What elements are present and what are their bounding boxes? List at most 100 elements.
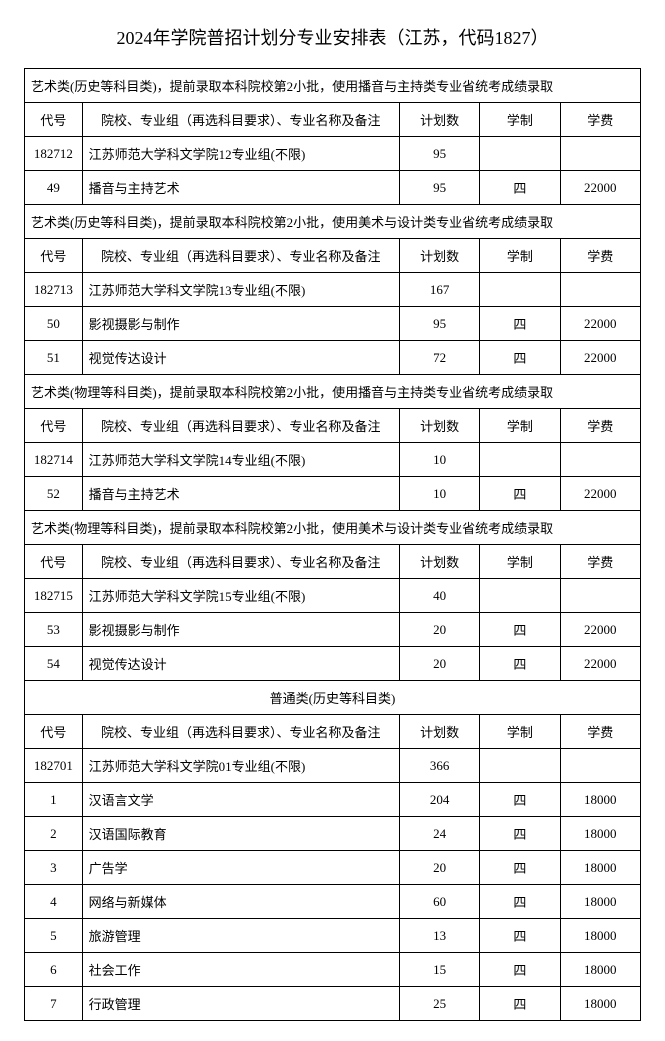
table-row: 50影视摄影与制作95四22000 bbox=[25, 307, 641, 341]
cell-plan: 15 bbox=[399, 953, 479, 987]
col-header-code: 代号 bbox=[25, 545, 83, 579]
cell-fee: 18000 bbox=[560, 817, 640, 851]
cell-code: 7 bbox=[25, 987, 83, 1021]
col-header-years: 学制 bbox=[480, 239, 560, 273]
cell-plan: 95 bbox=[399, 137, 479, 171]
cell-code: 6 bbox=[25, 953, 83, 987]
section-heading-row: 艺术类(历史等科目类)，提前录取本科院校第2小批，使用美术与设计类专业省统考成绩… bbox=[25, 205, 641, 239]
cell-fee: 22000 bbox=[560, 613, 640, 647]
col-header-name: 院校、专业组（再选科目要求）、专业名称及备注 bbox=[82, 103, 399, 137]
cell-name: 播音与主持艺术 bbox=[82, 171, 399, 205]
cell-fee: 22000 bbox=[560, 647, 640, 681]
cell-plan: 20 bbox=[399, 851, 479, 885]
cell-name: 网络与新媒体 bbox=[82, 885, 399, 919]
cell-years: 四 bbox=[480, 817, 560, 851]
cell-years: 四 bbox=[480, 171, 560, 205]
table-row: 182712江苏师范大学科文学院12专业组(不限)95 bbox=[25, 137, 641, 171]
cell-code: 53 bbox=[25, 613, 83, 647]
cell-years: 四 bbox=[480, 613, 560, 647]
table-header-row: 代号院校、专业组（再选科目要求）、专业名称及备注计划数学制学费 bbox=[25, 239, 641, 273]
cell-plan: 366 bbox=[399, 749, 479, 783]
cell-plan: 20 bbox=[399, 647, 479, 681]
cell-plan: 95 bbox=[399, 307, 479, 341]
table-row: 182714江苏师范大学科文学院14专业组(不限)10 bbox=[25, 443, 641, 477]
cell-name: 播音与主持艺术 bbox=[82, 477, 399, 511]
cell-code: 49 bbox=[25, 171, 83, 205]
col-header-years: 学制 bbox=[480, 545, 560, 579]
cell-plan: 95 bbox=[399, 171, 479, 205]
cell-name: 江苏师范大学科文学院01专业组(不限) bbox=[82, 749, 399, 783]
col-header-fee: 学费 bbox=[560, 103, 640, 137]
table-row: 3广告学20四18000 bbox=[25, 851, 641, 885]
cell-fee bbox=[560, 579, 640, 613]
col-header-plan: 计划数 bbox=[399, 239, 479, 273]
cell-years: 四 bbox=[480, 477, 560, 511]
cell-name: 江苏师范大学科文学院14专业组(不限) bbox=[82, 443, 399, 477]
section-heading: 普通类(历史等科目类) bbox=[25, 681, 641, 715]
section-heading: 艺术类(物理等科目类)，提前录取本科院校第2小批，使用播音与主持类专业省统考成绩… bbox=[25, 375, 641, 409]
table-row: 5旅游管理13四18000 bbox=[25, 919, 641, 953]
cell-years: 四 bbox=[480, 647, 560, 681]
cell-code: 52 bbox=[25, 477, 83, 511]
cell-fee: 22000 bbox=[560, 341, 640, 375]
table-row: 6社会工作15四18000 bbox=[25, 953, 641, 987]
cell-name: 视觉传达设计 bbox=[82, 647, 399, 681]
cell-name: 汉语国际教育 bbox=[82, 817, 399, 851]
cell-years: 四 bbox=[480, 953, 560, 987]
table-row: 2汉语国际教育24四18000 bbox=[25, 817, 641, 851]
cell-name: 江苏师范大学科文学院12专业组(不限) bbox=[82, 137, 399, 171]
table-row: 4网络与新媒体60四18000 bbox=[25, 885, 641, 919]
table-row: 182713江苏师范大学科文学院13专业组(不限)167 bbox=[25, 273, 641, 307]
table-row: 53影视摄影与制作20四22000 bbox=[25, 613, 641, 647]
cell-fee bbox=[560, 137, 640, 171]
cell-years bbox=[480, 443, 560, 477]
section-heading: 艺术类(历史等科目类)，提前录取本科院校第2小批，使用美术与设计类专业省统考成绩… bbox=[25, 205, 641, 239]
cell-fee bbox=[560, 749, 640, 783]
cell-fee: 18000 bbox=[560, 987, 640, 1021]
section-heading-row: 普通类(历史等科目类) bbox=[25, 681, 641, 715]
cell-plan: 204 bbox=[399, 783, 479, 817]
cell-plan: 20 bbox=[399, 613, 479, 647]
cell-plan: 60 bbox=[399, 885, 479, 919]
cell-fee bbox=[560, 273, 640, 307]
cell-name: 江苏师范大学科文学院15专业组(不限) bbox=[82, 579, 399, 613]
table-row: 49播音与主持艺术95四22000 bbox=[25, 171, 641, 205]
table-row: 182715江苏师范大学科文学院15专业组(不限)40 bbox=[25, 579, 641, 613]
cell-plan: 10 bbox=[399, 443, 479, 477]
cell-fee: 22000 bbox=[560, 307, 640, 341]
table-header-row: 代号院校、专业组（再选科目要求）、专业名称及备注计划数学制学费 bbox=[25, 409, 641, 443]
cell-fee: 18000 bbox=[560, 919, 640, 953]
cell-years bbox=[480, 273, 560, 307]
cell-fee: 18000 bbox=[560, 885, 640, 919]
cell-code: 51 bbox=[25, 341, 83, 375]
cell-years: 四 bbox=[480, 783, 560, 817]
col-header-years: 学制 bbox=[480, 409, 560, 443]
col-header-code: 代号 bbox=[25, 715, 83, 749]
col-header-plan: 计划数 bbox=[399, 103, 479, 137]
cell-code: 1 bbox=[25, 783, 83, 817]
cell-years bbox=[480, 749, 560, 783]
plan-table: 艺术类(历史等科目类)，提前录取本科院校第2小批，使用播音与主持类专业省统考成绩… bbox=[24, 68, 641, 1021]
section-heading-row: 艺术类(历史等科目类)，提前录取本科院校第2小批，使用播音与主持类专业省统考成绩… bbox=[25, 69, 641, 103]
cell-years bbox=[480, 137, 560, 171]
cell-fee: 18000 bbox=[560, 953, 640, 987]
table-header-row: 代号院校、专业组（再选科目要求）、专业名称及备注计划数学制学费 bbox=[25, 715, 641, 749]
section-heading: 艺术类(物理等科目类)，提前录取本科院校第2小批，使用美术与设计类专业省统考成绩… bbox=[25, 511, 641, 545]
cell-code: 182713 bbox=[25, 273, 83, 307]
cell-code: 182715 bbox=[25, 579, 83, 613]
cell-fee: 22000 bbox=[560, 171, 640, 205]
cell-years: 四 bbox=[480, 919, 560, 953]
cell-years: 四 bbox=[480, 851, 560, 885]
cell-fee: 18000 bbox=[560, 783, 640, 817]
cell-plan: 24 bbox=[399, 817, 479, 851]
col-header-plan: 计划数 bbox=[399, 409, 479, 443]
table-row: 182701江苏师范大学科文学院01专业组(不限)366 bbox=[25, 749, 641, 783]
cell-code: 182701 bbox=[25, 749, 83, 783]
cell-name: 影视摄影与制作 bbox=[82, 613, 399, 647]
cell-years: 四 bbox=[480, 307, 560, 341]
col-header-name: 院校、专业组（再选科目要求）、专业名称及备注 bbox=[82, 545, 399, 579]
col-header-plan: 计划数 bbox=[399, 715, 479, 749]
col-header-years: 学制 bbox=[480, 715, 560, 749]
cell-years: 四 bbox=[480, 987, 560, 1021]
table-row: 7行政管理25四18000 bbox=[25, 987, 641, 1021]
